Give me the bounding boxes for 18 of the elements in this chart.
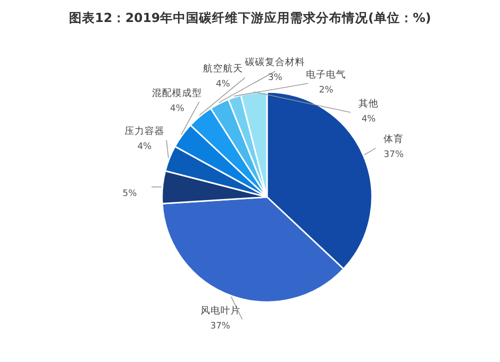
data-label: 37% xyxy=(384,150,404,160)
data-label: 4% xyxy=(216,80,231,90)
slice-label: 体育 xyxy=(384,133,404,146)
slice-label: 压力容器 xyxy=(124,125,164,138)
data-label: 2% xyxy=(319,85,334,96)
chart-title: 图表12：2019年中国碳纤维下游应用需求分布情况(单位：%) xyxy=(68,10,432,25)
slice-label: 电子电气 xyxy=(306,68,346,80)
data-label: 4% xyxy=(170,104,185,114)
data-label: 37% xyxy=(210,321,231,332)
slice-label: 碳碳复合材料 xyxy=(244,56,306,68)
slice-label: 混配模成型 xyxy=(152,86,202,99)
slice-label: 其他 xyxy=(358,97,379,110)
data-label: 5% xyxy=(122,188,138,199)
data-label: 4% xyxy=(361,114,376,124)
slice-label: 航空航天 xyxy=(202,62,243,75)
slice-label: 风电叶片 xyxy=(200,304,240,316)
data-label: 4% xyxy=(137,142,152,152)
data-label: 3% xyxy=(268,73,283,84)
